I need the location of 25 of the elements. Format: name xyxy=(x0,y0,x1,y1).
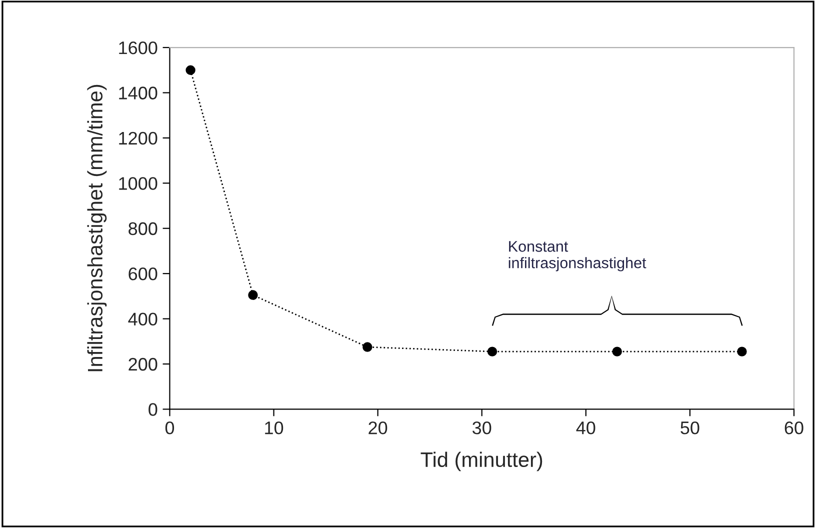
x-tick-label: 0 xyxy=(165,421,174,434)
point xyxy=(737,346,747,356)
x-tick-label: 50 xyxy=(680,421,700,434)
annotation: Konstant infiltrasjonshastighet xyxy=(508,241,646,272)
point xyxy=(362,342,372,352)
point xyxy=(186,65,196,75)
y-tick-label: 1600 xyxy=(119,41,158,54)
x-tick-label: 30 xyxy=(472,421,492,434)
y-tick-label: 1400 xyxy=(119,86,158,100)
point xyxy=(612,346,622,356)
y-tick-label: 800 xyxy=(128,222,158,236)
y-tick-label: 200 xyxy=(128,358,158,371)
x-tick-label: 60 xyxy=(784,421,804,434)
y-tick-label: 400 xyxy=(128,312,158,326)
y-tick-label: 0 xyxy=(148,403,158,416)
x-tick-label: 20 xyxy=(368,421,388,434)
point xyxy=(248,290,258,300)
y-axis-title: Infiltrasjonshastighet (mm/time) xyxy=(87,84,107,372)
x-tick-label: 40 xyxy=(576,421,596,434)
y-tick-label: 1200 xyxy=(119,132,158,145)
y-tick-label: 1000 xyxy=(119,177,158,190)
x-tick-label: 10 xyxy=(265,421,284,434)
y-tick-label: 600 xyxy=(128,268,158,280)
x-axis-title: Tid (minutter) xyxy=(420,452,542,472)
point xyxy=(487,346,498,356)
